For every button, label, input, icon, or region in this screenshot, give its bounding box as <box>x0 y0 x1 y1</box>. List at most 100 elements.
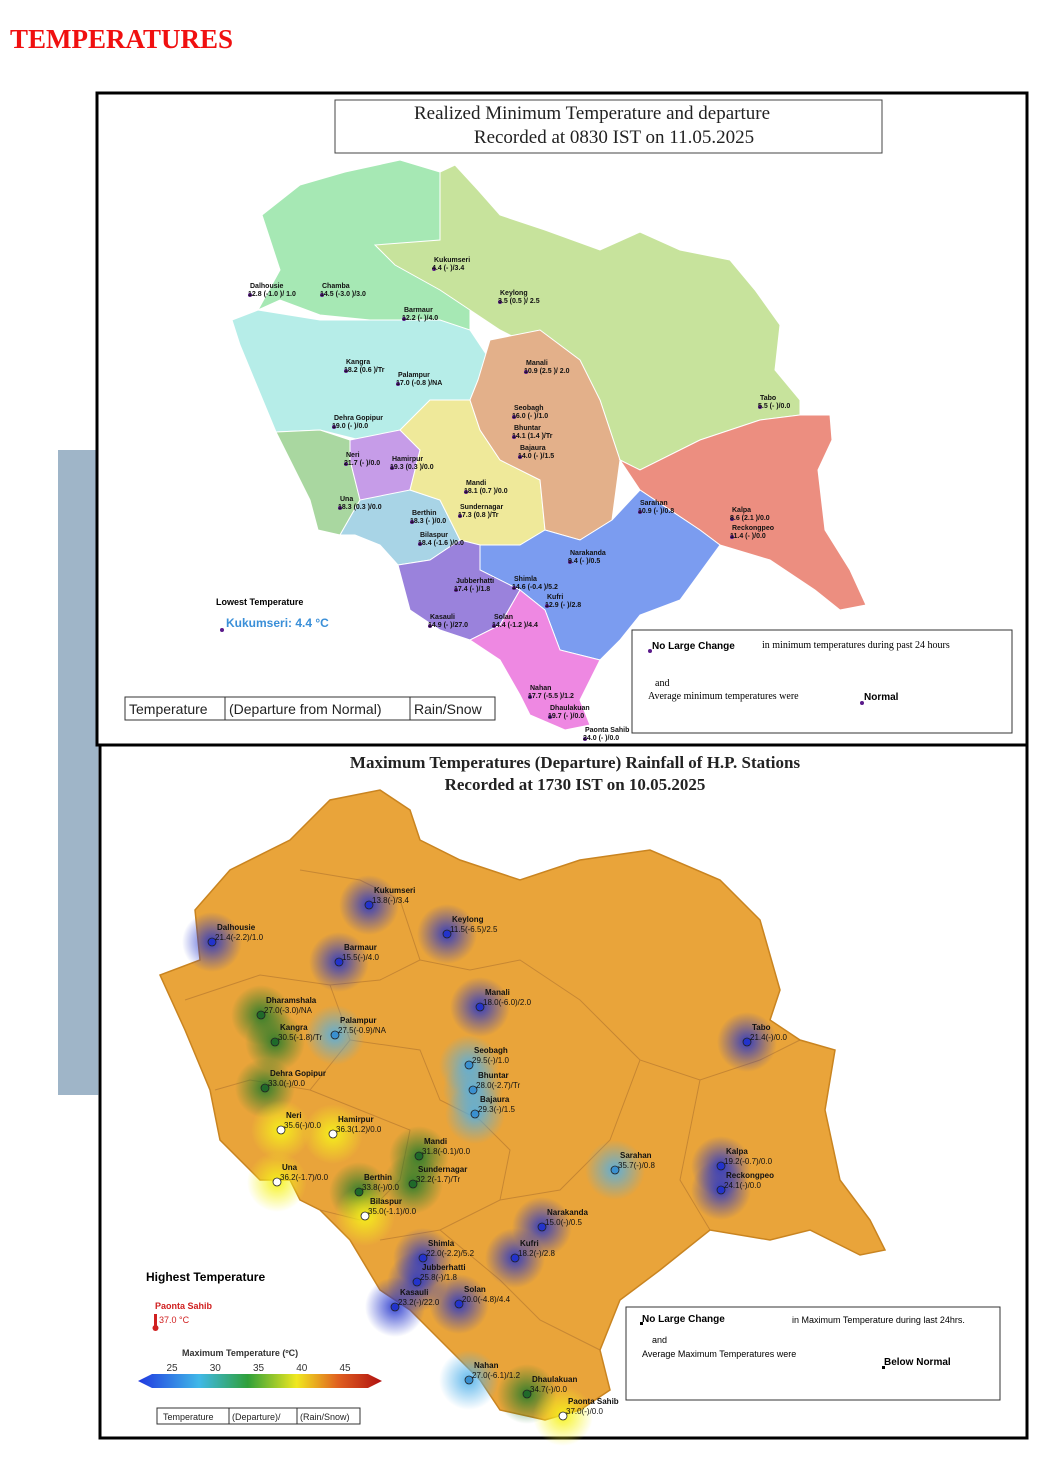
station-dot <box>758 405 762 409</box>
station-marker <box>610 1165 620 1175</box>
station-dot <box>524 370 528 374</box>
station-name: Hamirpur <box>338 1115 374 1124</box>
station-value: 19.0 (- )/0.0 <box>332 423 368 430</box>
colorbar-tick-label: 35 <box>253 1363 265 1374</box>
station-value: 21.7 (- )/0.0 <box>344 460 380 467</box>
station-marker <box>475 1002 485 1012</box>
station-value: 10.9 (- )/0.8 <box>638 508 674 515</box>
station-name: Dalhousie <box>250 283 284 290</box>
station-dot <box>528 695 532 699</box>
station-name: Paonta Sahib <box>568 1397 619 1406</box>
station-value: 27.0(-3.0)/NA <box>264 1006 313 1015</box>
station-dot <box>248 293 252 297</box>
station-value: 37.0(-)/0.0 <box>566 1407 603 1416</box>
station-value: 32.2(-1.7)/Tr <box>416 1175 460 1184</box>
station-marker <box>207 937 217 947</box>
station-name: Manali <box>526 360 548 367</box>
station-value: 5.5 (- )/0.0 <box>758 403 790 410</box>
station-value: 30.5(-1.8)/Tr <box>278 1033 322 1042</box>
station-name: Keylong <box>452 915 484 924</box>
station-name: Mandi <box>424 1137 447 1146</box>
station-value: 11.5(-6.5)/2.5 <box>450 925 498 934</box>
note-and: and <box>652 1335 667 1345</box>
max-title: Maximum Temperatures (Departure) Rainfal… <box>350 753 801 772</box>
station-value: 35.6(-)/0.0 <box>284 1121 321 1130</box>
station-value: 18.2(-)/2.8 <box>518 1249 555 1258</box>
station-marker <box>256 1010 266 1020</box>
station-value: 27.0(-6.1)/1.2 <box>472 1371 521 1380</box>
station-marker <box>330 1030 340 1040</box>
station-value: 18.3 (0.3 )/0.0 <box>338 504 382 511</box>
station-marker <box>260 1083 270 1093</box>
station-value: 14.5 (-3.0 )/3.0 <box>320 291 366 298</box>
station-value: 31.8(-0.1)/0.0 <box>422 1147 471 1156</box>
station-name: Solan <box>464 1285 486 1294</box>
colorbar <box>138 1374 382 1388</box>
station-value: 33.0(-)/0.0 <box>268 1079 305 1088</box>
station-marker <box>412 1277 422 1287</box>
station-name: Nahan <box>474 1361 499 1370</box>
station-value: 14.0 (- )/1.5 <box>518 453 554 460</box>
station-value: 18.1 (0.7 )/0.0 <box>464 488 508 495</box>
station-marker <box>272 1177 282 1187</box>
station-name: Dehra Gopipur <box>270 1069 326 1078</box>
station-marker <box>716 1185 726 1195</box>
station-marker <box>334 957 344 967</box>
max-legend: Temperature (Departure)/ (Rain/Snow) <box>156 1407 361 1425</box>
station-dot <box>344 462 348 466</box>
station-value: 11.4 (- )/0.0 <box>730 533 766 540</box>
station-name: Kasauli <box>430 614 455 621</box>
station-name: Dhaulakuan <box>532 1375 577 1384</box>
station-value: 18.3 (- )/0.0 <box>410 518 446 525</box>
station-marker <box>716 1161 726 1171</box>
station-value: 15.0(-)/0.5 <box>545 1218 582 1227</box>
station-name: Bhuntar <box>514 425 541 432</box>
station-name: Sarahan <box>640 500 668 507</box>
note-change-text: in Maximum Temperature during last 24hrs… <box>792 1315 965 1325</box>
station-dot <box>492 624 496 628</box>
station-value: 18.2 (0.6 )/Tr <box>344 367 385 374</box>
station-name: Berthin <box>364 1173 392 1182</box>
station-marker <box>276 1125 286 1135</box>
station-name: Jubberhatti <box>422 1263 466 1272</box>
station-name: Sundernagar <box>418 1165 467 1174</box>
station-dot <box>458 514 462 518</box>
station-name: Bilaspur <box>420 532 448 539</box>
station-name: Bajaura <box>480 1095 510 1104</box>
station-value: 13.8(-)/3.4 <box>372 896 409 905</box>
note-change: No Large Change <box>642 1314 725 1325</box>
legend-item: Temperature <box>163 1412 214 1422</box>
station-name: Barmaur <box>404 307 433 314</box>
station-marker <box>468 1085 478 1095</box>
station-dot <box>512 586 516 590</box>
station-marker <box>364 900 374 910</box>
lowest-dot <box>220 628 224 632</box>
station-name: Palampur <box>340 1016 376 1025</box>
station-name: Bajaura <box>520 445 546 452</box>
station-name: Kukumseri <box>374 886 415 895</box>
station-name: Mandi <box>466 480 486 487</box>
station-marker <box>442 929 452 939</box>
highest-value: 37.0 °C <box>159 1315 190 1325</box>
station-value: 14.6 (-0.4 )/5.2 <box>512 584 558 591</box>
station-dot <box>638 510 642 514</box>
station-dot <box>730 517 734 521</box>
station-name: Tabo <box>752 1023 771 1032</box>
station-marker <box>537 1222 547 1232</box>
station-dot <box>428 624 432 628</box>
station-name: Seobagh <box>474 1046 508 1055</box>
station-name: Paonta Sahib <box>585 727 629 734</box>
min-note-box <box>631 629 1013 734</box>
legend-item: (Rain/Snow) <box>300 1412 350 1422</box>
station-value: 25.8(-)/1.8 <box>420 1273 457 1282</box>
station-value: 36.2(-1.7)/0.0 <box>280 1173 329 1182</box>
station-value: 36.3(1.2)/0.0 <box>336 1125 382 1134</box>
station-value: 9.4 (- )/0.5 <box>568 558 600 565</box>
station-dot <box>344 369 348 373</box>
station-name: Narakanda <box>570 550 606 557</box>
station-dot <box>545 604 549 608</box>
station-name: Barmaur <box>344 943 377 952</box>
station-value: 19.2(-0.7)/0.0 <box>724 1157 773 1166</box>
station-value: 18.4 (-1.6 )/0.0 <box>418 540 464 547</box>
